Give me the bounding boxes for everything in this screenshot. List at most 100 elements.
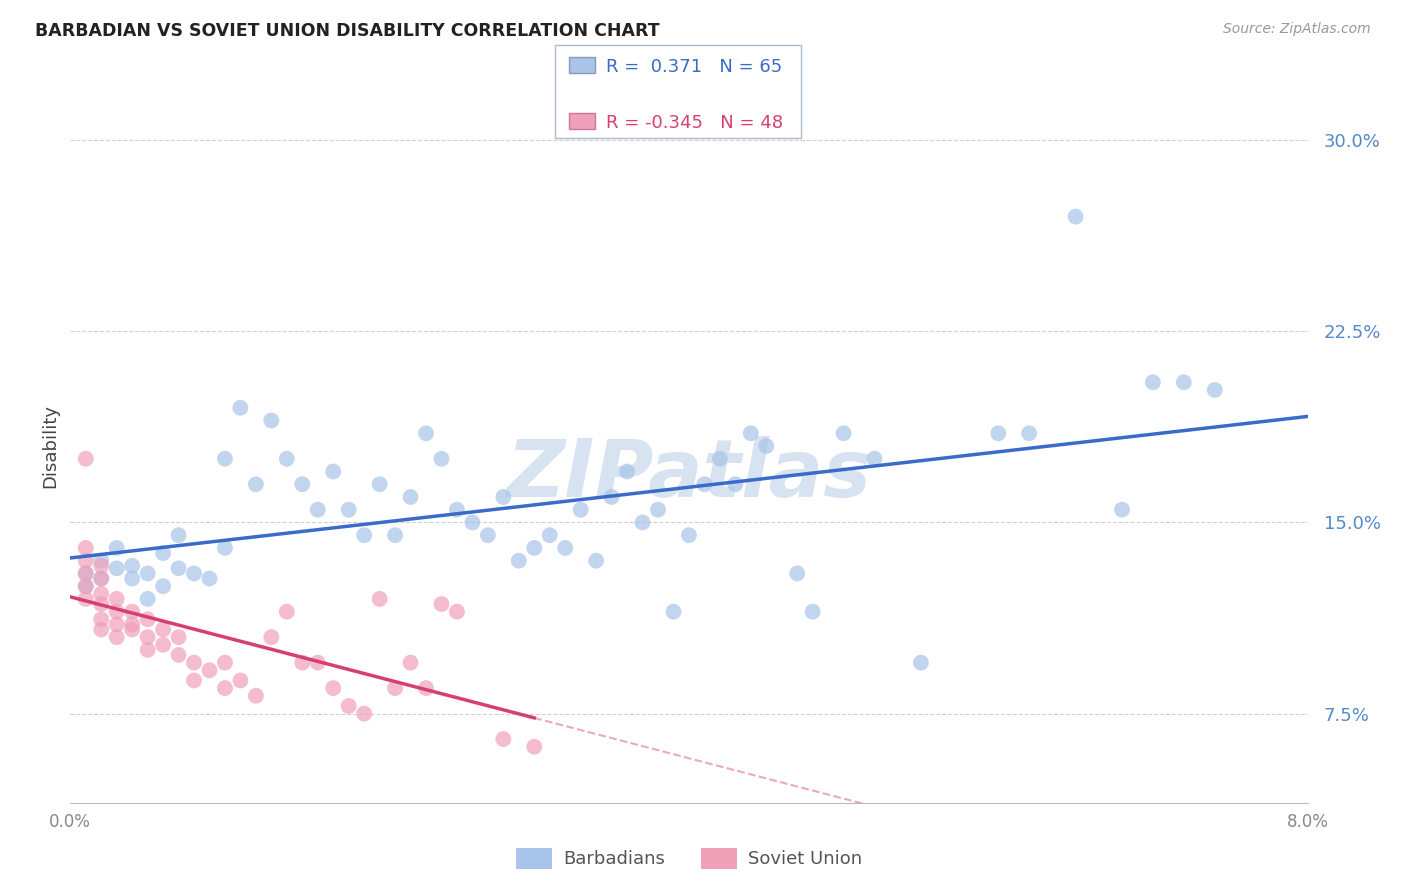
Point [1142,376,1164,390]
Point [477,528,499,542]
Point [105,591,128,606]
Point [755,439,778,453]
Point [75,579,97,593]
Point [399,490,422,504]
Point [322,465,344,479]
Point [492,732,515,747]
Point [136,566,159,581]
Point [430,597,453,611]
Point [136,591,159,606]
Point [75,591,97,606]
Point [554,541,576,555]
Point [75,554,97,568]
Point [647,502,669,516]
Point [801,605,824,619]
Point [90,558,112,573]
Point [523,541,546,555]
Point [987,426,1010,441]
Point [523,739,546,754]
Point [508,554,530,568]
Point [724,477,747,491]
Point [678,528,700,542]
Point [245,689,267,703]
Point [446,502,468,516]
Point [415,426,437,441]
Point [430,451,453,466]
Point [121,558,143,573]
Point [585,554,607,568]
Point [183,673,205,688]
Point [90,554,112,568]
Point [90,612,112,626]
Point [90,587,112,601]
Point [167,561,190,575]
Point [307,656,329,670]
Point [121,572,143,586]
Point [183,656,205,670]
Point [1111,502,1133,516]
Point [90,597,112,611]
Point [136,630,159,644]
Point [353,706,375,721]
Point [152,623,174,637]
Point [121,623,143,637]
Point [307,502,329,516]
Point [291,656,314,670]
Point [152,579,174,593]
Point [167,630,190,644]
Point [786,566,808,581]
Point [105,541,128,555]
Point [198,663,221,677]
Point [105,605,128,619]
Point [136,612,159,626]
Point [384,681,406,695]
Point [1173,376,1195,390]
Point [245,477,267,491]
Point [353,528,375,542]
Point [693,477,716,491]
Point [229,673,252,688]
Point [446,605,468,619]
Point [214,681,236,695]
Point [214,451,236,466]
Point [910,656,932,670]
Point [368,477,391,491]
Point [832,426,855,441]
Text: R =  0.371   N = 65: R = 0.371 N = 65 [606,58,782,76]
Point [492,490,515,504]
Point [384,528,406,542]
Point [229,401,252,415]
Point [1018,426,1040,441]
Y-axis label: Disability: Disability [41,404,59,488]
Point [121,617,143,632]
Point [183,566,205,581]
Point [709,451,731,466]
Point [152,638,174,652]
Point [740,426,762,441]
Point [276,451,298,466]
Point [214,541,236,555]
Point [569,502,592,516]
Point [291,477,314,491]
Point [322,681,344,695]
Point [461,516,484,530]
Legend: Barbadians, Soviet Union: Barbadians, Soviet Union [509,840,869,876]
Text: R = -0.345   N = 48: R = -0.345 N = 48 [606,114,783,132]
Point [90,572,112,586]
Point [105,561,128,575]
Point [167,528,190,542]
Point [136,643,159,657]
Point [337,698,360,713]
Point [368,591,391,606]
Text: Source: ZipAtlas.com: Source: ZipAtlas.com [1223,22,1371,37]
Point [631,516,654,530]
Text: ZIPatlas: ZIPatlas [506,435,872,514]
Point [90,623,112,637]
Point [105,617,128,632]
Point [662,605,685,619]
Point [152,546,174,560]
Point [214,656,236,670]
Point [75,579,97,593]
Point [121,605,143,619]
Point [863,451,886,466]
